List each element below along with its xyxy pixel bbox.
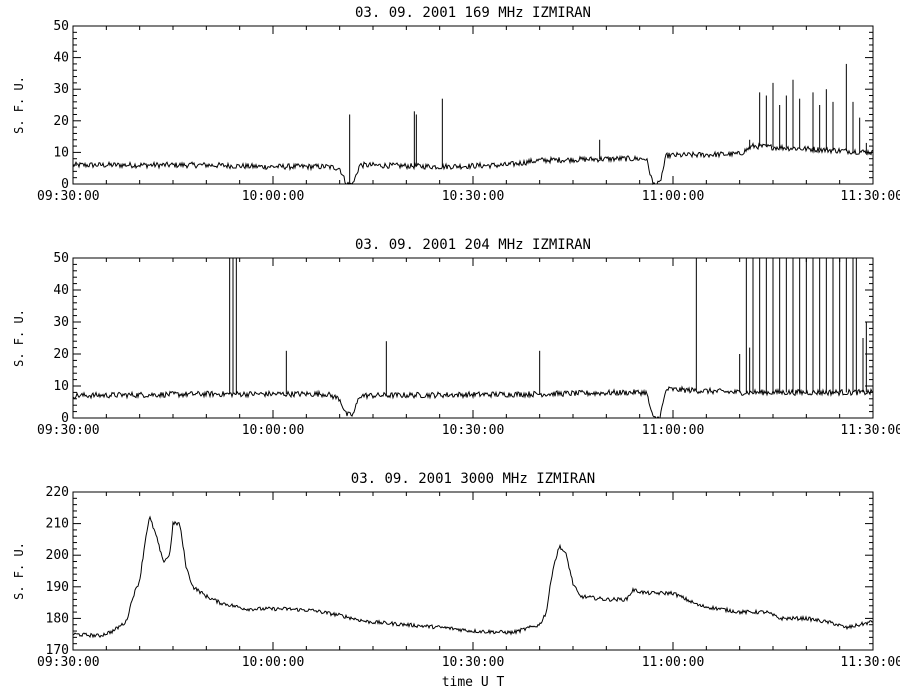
y-tick-label: 210 (46, 517, 69, 532)
x-tick-label: 11:00:00 (642, 423, 705, 438)
y-tick-label: 20 (53, 347, 69, 362)
y-tick-label: 180 (46, 611, 69, 626)
x-tick-label: 10:30:00 (442, 423, 505, 438)
panel-2: 03. 09. 2001 204 MHz IZMIRAN S. F. U. 0 10 2… (12, 237, 900, 438)
y-tick-label: 40 (53, 51, 69, 66)
y-tick-label: 190 (46, 580, 69, 595)
x-tick-label: 10:30:00 (442, 189, 505, 204)
y-tick-label: 170 (46, 643, 69, 658)
x-tick-label: 10:00:00 (242, 655, 305, 670)
x-tick-label: 10:30:00 (442, 655, 505, 670)
y-axis-label: S. F. U. (12, 542, 26, 600)
y-tick-label: 0 (61, 411, 69, 426)
x-tick-label: 09:30:00 (37, 423, 100, 438)
y-tick-label: 50 (53, 19, 69, 34)
x-tick-label: 10:00:00 (242, 189, 305, 204)
panel-3: 03. 09. 2001 3000 MHz IZMIRAN S. F. U. 170… (12, 471, 900, 690)
panel-1: 03. 09. 2001 169 MHz IZMIRAN S. F. U. 0 10 2… (12, 5, 900, 204)
x-tick-label: 09:30:00 (37, 655, 100, 670)
y-tick-label: 0 (61, 177, 69, 192)
x-tick-label: 11:30:00 (840, 423, 900, 438)
y-tick-label: 10 (53, 379, 69, 394)
y-tick-label: 30 (53, 82, 69, 97)
y-tick-label: 20 (53, 114, 69, 129)
series-line (72, 515, 874, 639)
x-axis-label: time U T (442, 675, 505, 690)
y-tick-label: 10 (53, 145, 69, 160)
x-tick-label: 11:30:00 (840, 189, 900, 204)
chart-title: 03. 09. 2001 3000 MHz IZMIRAN (351, 471, 595, 487)
chart-title: 03. 09. 2001 204 MHz IZMIRAN (355, 237, 591, 253)
x-tick-label: 11:00:00 (642, 655, 705, 670)
y-axis-label: S. F. U. (12, 76, 26, 134)
plot-frame (72, 25, 874, 185)
y-tick-label: 30 (53, 315, 69, 330)
plot-frame (72, 491, 874, 651)
x-tick-label: 11:30:00 (840, 655, 900, 670)
y-tick-label: 200 (46, 548, 69, 563)
x-tick-label: 10:00:00 (242, 423, 305, 438)
y-axis-label: S. F. U. (12, 309, 26, 367)
y-tick-label: 220 (46, 485, 69, 500)
x-tick-label: 09:30:00 (37, 189, 100, 204)
y-tick-label: 40 (53, 283, 69, 298)
chart-title: 03. 09. 2001 169 MHz IZMIRAN (355, 5, 591, 21)
y-tick-label: 50 (53, 251, 69, 266)
series-line (72, 141, 874, 186)
x-tick-label: 11:00:00 (642, 189, 705, 204)
